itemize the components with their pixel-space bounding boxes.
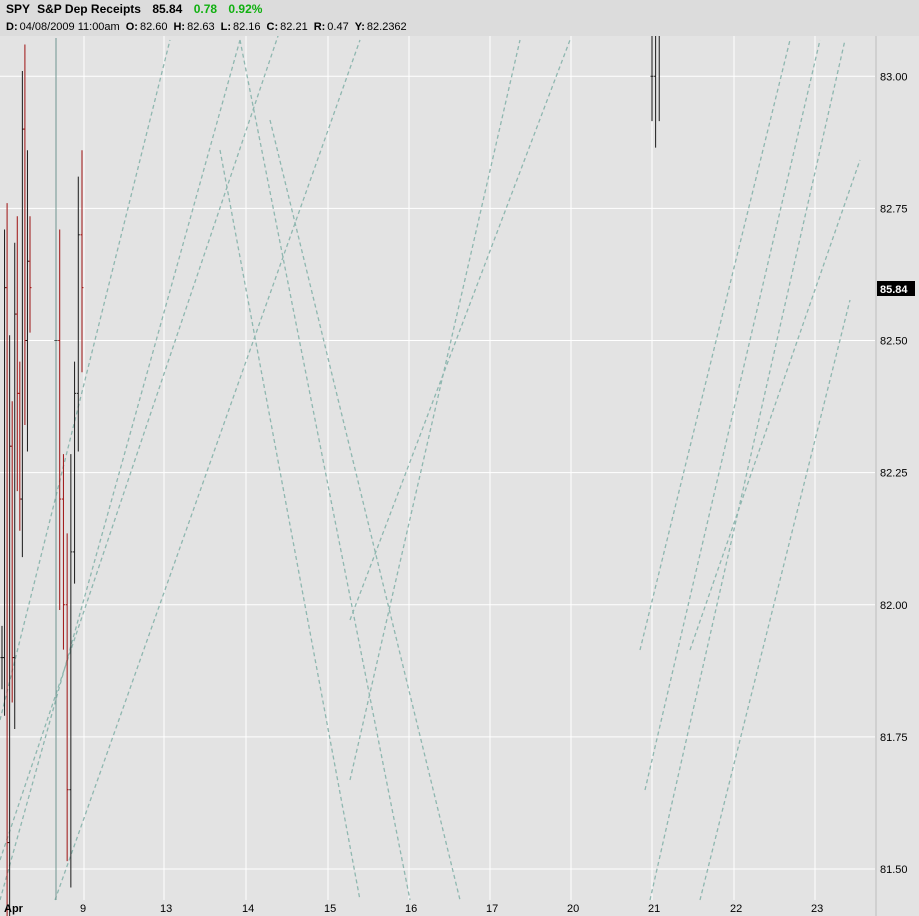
trendline — [54, 39, 361, 901]
y-tick-label: 81.50 — [880, 864, 908, 876]
trendline — [349, 39, 571, 621]
header-bar — [0, 0, 919, 36]
info-key: C: — [267, 21, 279, 33]
x-tick-label: 16 — [405, 903, 417, 915]
price-bar — [69, 454, 73, 888]
trendline — [699, 299, 851, 901]
x-tick-label: Apr — [4, 903, 24, 915]
y-tick-label: 82.50 — [880, 336, 908, 348]
trendline — [644, 39, 821, 791]
svg-text:SPY S&P Dep Receipts 8: SPY S&P Dep Receipts 85.84 0.78 0.92% — [6, 2, 263, 16]
price-bar — [73, 361, 77, 584]
price-bar — [61, 454, 65, 650]
info-value: 82.16 — [233, 21, 261, 33]
grid-lines — [0, 36, 875, 900]
info-key: R: — [314, 21, 326, 33]
trendlines — [0, 29, 861, 901]
info-value: 0.47 — [327, 21, 348, 33]
info-key: L: — [221, 21, 231, 33]
price-bar — [65, 533, 69, 862]
info-key: H: — [173, 21, 185, 33]
trendline — [0, 29, 281, 861]
info-key: O: — [126, 21, 138, 33]
x-tick-label: 22 — [730, 903, 742, 915]
y-tick-label: 82.00 — [880, 600, 908, 612]
x-tick-label: 13 — [160, 903, 172, 915]
x-tick-label: 23 — [811, 903, 823, 915]
trendline — [349, 39, 521, 781]
x-tick-label: 21 — [648, 903, 660, 915]
x-tick-label: 17 — [486, 903, 498, 915]
y-tick-label: 82.25 — [880, 468, 908, 480]
trendline — [269, 119, 461, 901]
x-tick-label: 14 — [242, 903, 254, 915]
info-value: 82.63 — [187, 21, 215, 33]
x-tick-label: 9 — [80, 903, 86, 915]
info-value: 04/08/2009 11:00am — [20, 21, 120, 33]
last-price-tag: 85.84 — [877, 281, 915, 296]
price-bar — [80, 150, 84, 373]
y-tick-label: 82.75 — [880, 203, 908, 215]
y-tick-label: 81.75 — [880, 732, 908, 744]
info-key: D: — [6, 21, 18, 33]
symbol: SPY — [6, 2, 30, 16]
trendline — [0, 39, 171, 721]
trendline — [689, 159, 861, 651]
x-axis: Apr 9 13 14 15 16 17 20 21 22 23 — [4, 903, 823, 915]
info-value: 82.60 — [140, 21, 168, 33]
change-percent: 0.92% — [228, 2, 262, 16]
info-value: 82.21 — [280, 21, 308, 33]
info-value: 82.2362 — [367, 21, 407, 33]
x-tick-label: 20 — [567, 903, 579, 915]
last-price-tag-label: 85.84 — [880, 284, 908, 296]
y-axis: 81.5081.7582.0082.2582.5082.7583.0083.25… — [875, 36, 908, 916]
ohlc-info-line: D: 04/08/2009 11:00am O: 82.60 H: 82.63 L: 82.1… — [6, 21, 407, 33]
symbol-name: S&P Dep Receipts — [37, 2, 141, 16]
change-value: 0.78 — [194, 2, 218, 16]
price-bar — [28, 216, 32, 333]
x-tick-label: 15 — [324, 903, 336, 915]
y-tick-label: 83.00 — [880, 71, 908, 83]
price-bar — [650, 31, 654, 122]
trendline — [239, 39, 411, 901]
price-bar — [58, 229, 62, 611]
trendline — [219, 149, 361, 901]
price-bar — [76, 176, 80, 452]
info-key: Y: — [355, 21, 365, 33]
trendline — [0, 39, 241, 901]
last-price: 85.84 — [152, 2, 182, 16]
